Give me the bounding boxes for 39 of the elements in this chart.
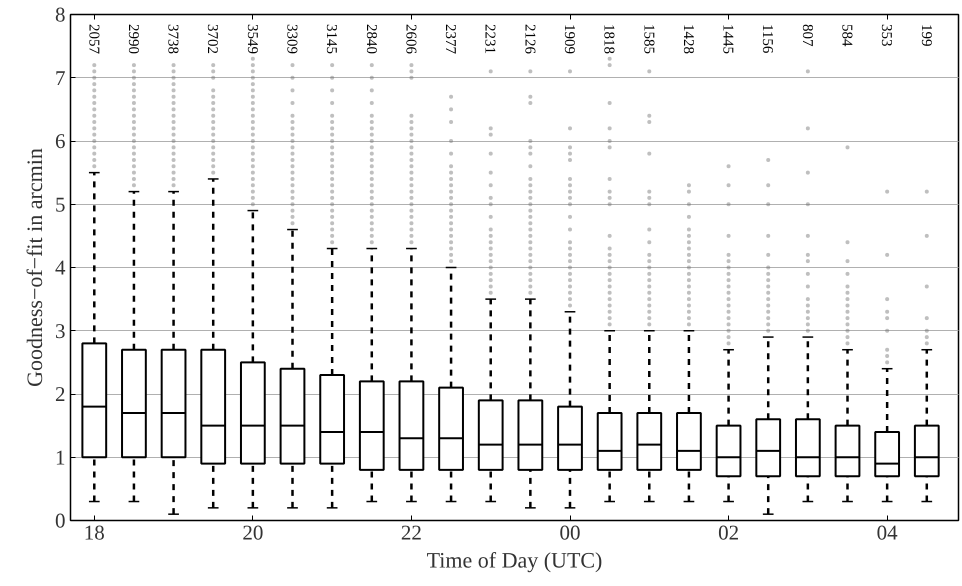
x-tick-label: 18 <box>84 520 105 544</box>
annotation: 1909 <box>561 24 577 54</box>
x-tick-label: 20 <box>242 520 264 544</box>
annotation: 1585 <box>640 24 656 54</box>
annotation: 2231 <box>482 24 498 54</box>
x-axis-title: Time of Day (UTC) <box>426 548 602 572</box>
x-tick-label: 02 <box>718 520 740 544</box>
y-tick-label: 4 <box>55 256 66 280</box>
annotation: 1818 <box>600 24 617 54</box>
annotation: 2840 <box>362 24 379 54</box>
x-tick-label: 22 <box>400 520 422 544</box>
y-tick-label: 1 <box>55 445 66 470</box>
y-axis-title: Goodness−of−fit in arcmin <box>22 148 47 387</box>
y-tick-label: 3 <box>55 318 66 343</box>
annotation: 353 <box>878 24 894 46</box>
annotation: 3549 <box>244 24 260 54</box>
annotation: 199 <box>918 24 934 46</box>
annotation: 584 <box>838 24 854 47</box>
annotation: 807 <box>798 24 815 47</box>
x-tick-label: 00 <box>560 520 580 544</box>
annotation: 2057 <box>85 24 102 54</box>
annotation: 2377 <box>442 24 458 54</box>
annotation: 2126 <box>521 24 538 54</box>
annotation: 3145 <box>323 24 340 54</box>
annotation: 1156 <box>759 24 776 54</box>
annotation: 3309 <box>284 24 300 54</box>
y-tick-label: 5 <box>55 192 66 216</box>
annotation: 2990 <box>124 24 141 54</box>
annotation: 1445 <box>720 24 736 54</box>
annotation: 2606 <box>402 24 418 54</box>
x-tick-label: 04 <box>876 520 898 544</box>
annotation: 3738 <box>164 24 181 54</box>
y-tick-label: 0 <box>55 508 66 532</box>
annotation: 1428 <box>680 24 696 54</box>
y-tick-label: 7 <box>55 66 66 90</box>
y-tick-label: 6 <box>55 129 66 153</box>
y-tick-label: 8 <box>55 2 66 26</box>
y-tick-label: 2 <box>55 382 66 406</box>
annotation: 3702 <box>204 24 220 54</box>
